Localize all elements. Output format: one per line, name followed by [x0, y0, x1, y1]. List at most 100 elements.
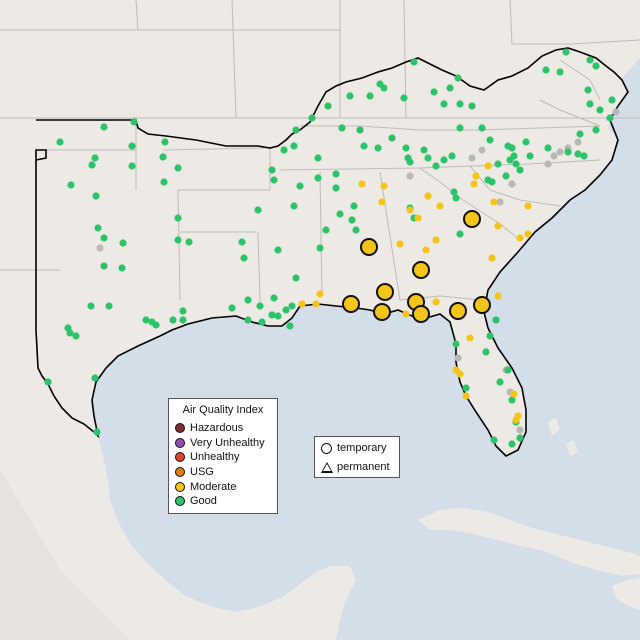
site-marker-good[interactable] — [508, 440, 516, 448]
site-marker-good[interactable] — [119, 239, 127, 247]
site-marker-good[interactable] — [268, 166, 276, 174]
site-marker-moderate[interactable] — [490, 198, 498, 206]
site-marker-good[interactable] — [608, 96, 616, 104]
site-marker-good[interactable] — [410, 58, 418, 66]
site-marker-offline[interactable] — [96, 244, 104, 252]
site-marker-good[interactable] — [44, 378, 52, 386]
site-marker-good[interactable] — [380, 84, 388, 92]
site-marker-moderate[interactable] — [524, 202, 532, 210]
site-marker-good[interactable] — [402, 144, 410, 152]
site-marker-moderate[interactable] — [456, 370, 464, 378]
site-marker-good[interactable] — [456, 100, 464, 108]
site-marker-moderate[interactable] — [378, 198, 386, 206]
site-marker-good[interactable] — [268, 311, 276, 319]
site-marker-offline[interactable] — [508, 180, 516, 188]
site-marker-moderate[interactable] — [380, 182, 388, 190]
temporary-site-marker-moderate[interactable] — [342, 295, 360, 313]
site-marker-good[interactable] — [492, 316, 500, 324]
site-marker-good[interactable] — [332, 170, 340, 178]
site-marker-offline[interactable] — [550, 152, 558, 160]
site-marker-good[interactable] — [160, 178, 168, 186]
site-marker-moderate[interactable] — [510, 390, 518, 398]
site-marker-good[interactable] — [91, 154, 99, 162]
site-marker-good[interactable] — [512, 160, 520, 168]
site-marker-good[interactable] — [508, 396, 516, 404]
site-marker-good[interactable] — [596, 106, 604, 114]
site-marker-good[interactable] — [360, 142, 368, 150]
temporary-site-marker-moderate[interactable] — [360, 238, 378, 256]
site-marker-good[interactable] — [490, 436, 498, 444]
site-marker-good[interactable] — [274, 312, 282, 320]
site-marker-good[interactable] — [238, 238, 246, 246]
site-marker-good[interactable] — [462, 384, 470, 392]
site-marker-good[interactable] — [406, 158, 414, 166]
site-marker-good[interactable] — [494, 160, 502, 168]
site-marker-good[interactable] — [100, 234, 108, 242]
site-marker-good[interactable] — [352, 226, 360, 234]
site-marker-good[interactable] — [526, 152, 534, 160]
site-marker-offline[interactable] — [556, 148, 564, 156]
temporary-site-marker-moderate[interactable] — [463, 210, 481, 228]
temporary-site-marker-moderate[interactable] — [412, 261, 430, 279]
site-marker-good[interactable] — [130, 118, 138, 126]
site-marker-offline[interactable] — [574, 138, 582, 146]
site-marker-good[interactable] — [288, 302, 296, 310]
site-marker-good[interactable] — [574, 150, 582, 158]
site-marker-good[interactable] — [240, 254, 248, 262]
site-marker-moderate[interactable] — [422, 246, 430, 254]
site-marker-good[interactable] — [118, 264, 126, 272]
site-marker-good[interactable] — [179, 316, 187, 324]
site-marker-moderate[interactable] — [298, 300, 306, 308]
site-marker-good[interactable] — [388, 134, 396, 142]
site-marker-offline[interactable] — [478, 146, 486, 154]
site-marker-good[interactable] — [159, 153, 167, 161]
site-marker-good[interactable] — [179, 307, 187, 315]
site-marker-good[interactable] — [174, 214, 182, 222]
site-marker-good[interactable] — [366, 92, 374, 100]
site-marker-moderate[interactable] — [494, 222, 502, 230]
site-marker-good[interactable] — [256, 302, 264, 310]
site-marker-good[interactable] — [72, 332, 80, 340]
site-marker-moderate[interactable] — [512, 416, 520, 424]
site-marker-moderate[interactable] — [466, 334, 474, 342]
site-marker-good[interactable] — [430, 88, 438, 96]
site-marker-good[interactable] — [606, 114, 614, 122]
site-marker-good[interactable] — [308, 114, 316, 122]
site-marker-moderate[interactable] — [424, 192, 432, 200]
site-marker-good[interactable] — [100, 262, 108, 270]
site-marker-good[interactable] — [67, 181, 75, 189]
site-marker-good[interactable] — [282, 306, 290, 314]
site-marker-good[interactable] — [324, 102, 332, 110]
temporary-site-marker-moderate[interactable] — [473, 296, 491, 314]
site-marker-good[interactable] — [290, 142, 298, 150]
temporary-site-marker-moderate[interactable] — [449, 302, 467, 320]
site-marker-offline[interactable] — [454, 354, 462, 362]
site-marker-good[interactable] — [185, 238, 193, 246]
site-marker-good[interactable] — [174, 164, 182, 172]
site-marker-good[interactable] — [228, 304, 236, 312]
site-marker-good[interactable] — [542, 66, 550, 74]
site-marker-good[interactable] — [420, 146, 428, 154]
site-marker-good[interactable] — [292, 126, 300, 134]
site-marker-moderate[interactable] — [402, 310, 410, 318]
site-marker-good[interactable] — [142, 316, 150, 324]
site-marker-good[interactable] — [496, 378, 504, 386]
site-marker-good[interactable] — [314, 174, 322, 182]
site-marker-good[interactable] — [270, 176, 278, 184]
site-marker-good[interactable] — [87, 302, 95, 310]
site-marker-moderate[interactable] — [470, 180, 478, 188]
site-marker-good[interactable] — [446, 84, 454, 92]
site-marker-good[interactable] — [522, 138, 530, 146]
site-marker-good[interactable] — [544, 144, 552, 152]
site-marker-moderate[interactable] — [488, 254, 496, 262]
site-marker-moderate[interactable] — [358, 180, 366, 188]
site-marker-moderate[interactable] — [414, 214, 422, 222]
site-marker-good[interactable] — [456, 230, 464, 238]
site-marker-good[interactable] — [440, 156, 448, 164]
site-marker-good[interactable] — [169, 316, 177, 324]
site-marker-good[interactable] — [292, 274, 300, 282]
site-marker-good[interactable] — [274, 246, 282, 254]
site-marker-good[interactable] — [504, 366, 512, 374]
site-marker-good[interactable] — [562, 48, 570, 56]
site-marker-good[interactable] — [488, 178, 496, 186]
